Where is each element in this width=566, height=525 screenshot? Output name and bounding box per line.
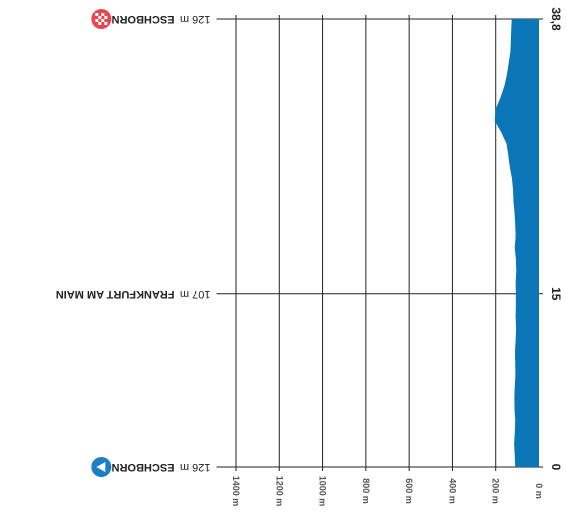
waypoint-label: 126 m ESCHBORN	[112, 461, 211, 473]
elevation-tick-label: 400 m	[447, 478, 457, 504]
distance-tick-label: 15	[549, 287, 563, 301]
checkered-flag-square-icon	[98, 22, 102, 25]
elevation-profile-area	[494, 19, 539, 467]
elevation-tick-label: 200 m	[491, 478, 501, 504]
checkered-flag-square-icon	[95, 19, 99, 22]
elevation-tick-label: 600 m	[404, 478, 414, 504]
waypoint-label: 107 m FRANKFURT AM MAIN	[56, 288, 211, 300]
waypoint-name: ESCHBORN	[112, 461, 175, 473]
waypoint-label: 126 m ESCHBORN	[112, 13, 211, 25]
waypoint-name: FRANKFURT AM MAIN	[56, 288, 175, 300]
waypoint-altitude: 126 m	[180, 461, 211, 473]
checkered-flag-square-icon	[101, 19, 105, 22]
checkered-flag-square-icon	[104, 22, 108, 25]
checkered-flag-square-icon	[98, 16, 102, 19]
waypoint-altitude: 107 m	[180, 288, 211, 300]
elevation-tick-label: 1400 m	[231, 476, 241, 507]
start-triangle-icon	[96, 462, 106, 472]
elevation-tick-label: 1200 m	[274, 476, 284, 507]
checkered-flag-square-icon	[104, 16, 108, 19]
waypoint-name: ESCHBORN	[112, 13, 175, 25]
waypoint-altitude: 126 m	[180, 13, 211, 25]
checkered-flag-square-icon	[101, 13, 105, 16]
elevation-tick-label: 0 m	[534, 483, 544, 499]
elevation-tick-label: 800 m	[361, 478, 371, 504]
distance-tick-label: 38,8	[549, 7, 563, 31]
elevation-tick-label: 1000 m	[318, 476, 328, 507]
checkered-flag-square-icon	[95, 13, 99, 16]
distance-tick-label: 0	[549, 464, 563, 471]
